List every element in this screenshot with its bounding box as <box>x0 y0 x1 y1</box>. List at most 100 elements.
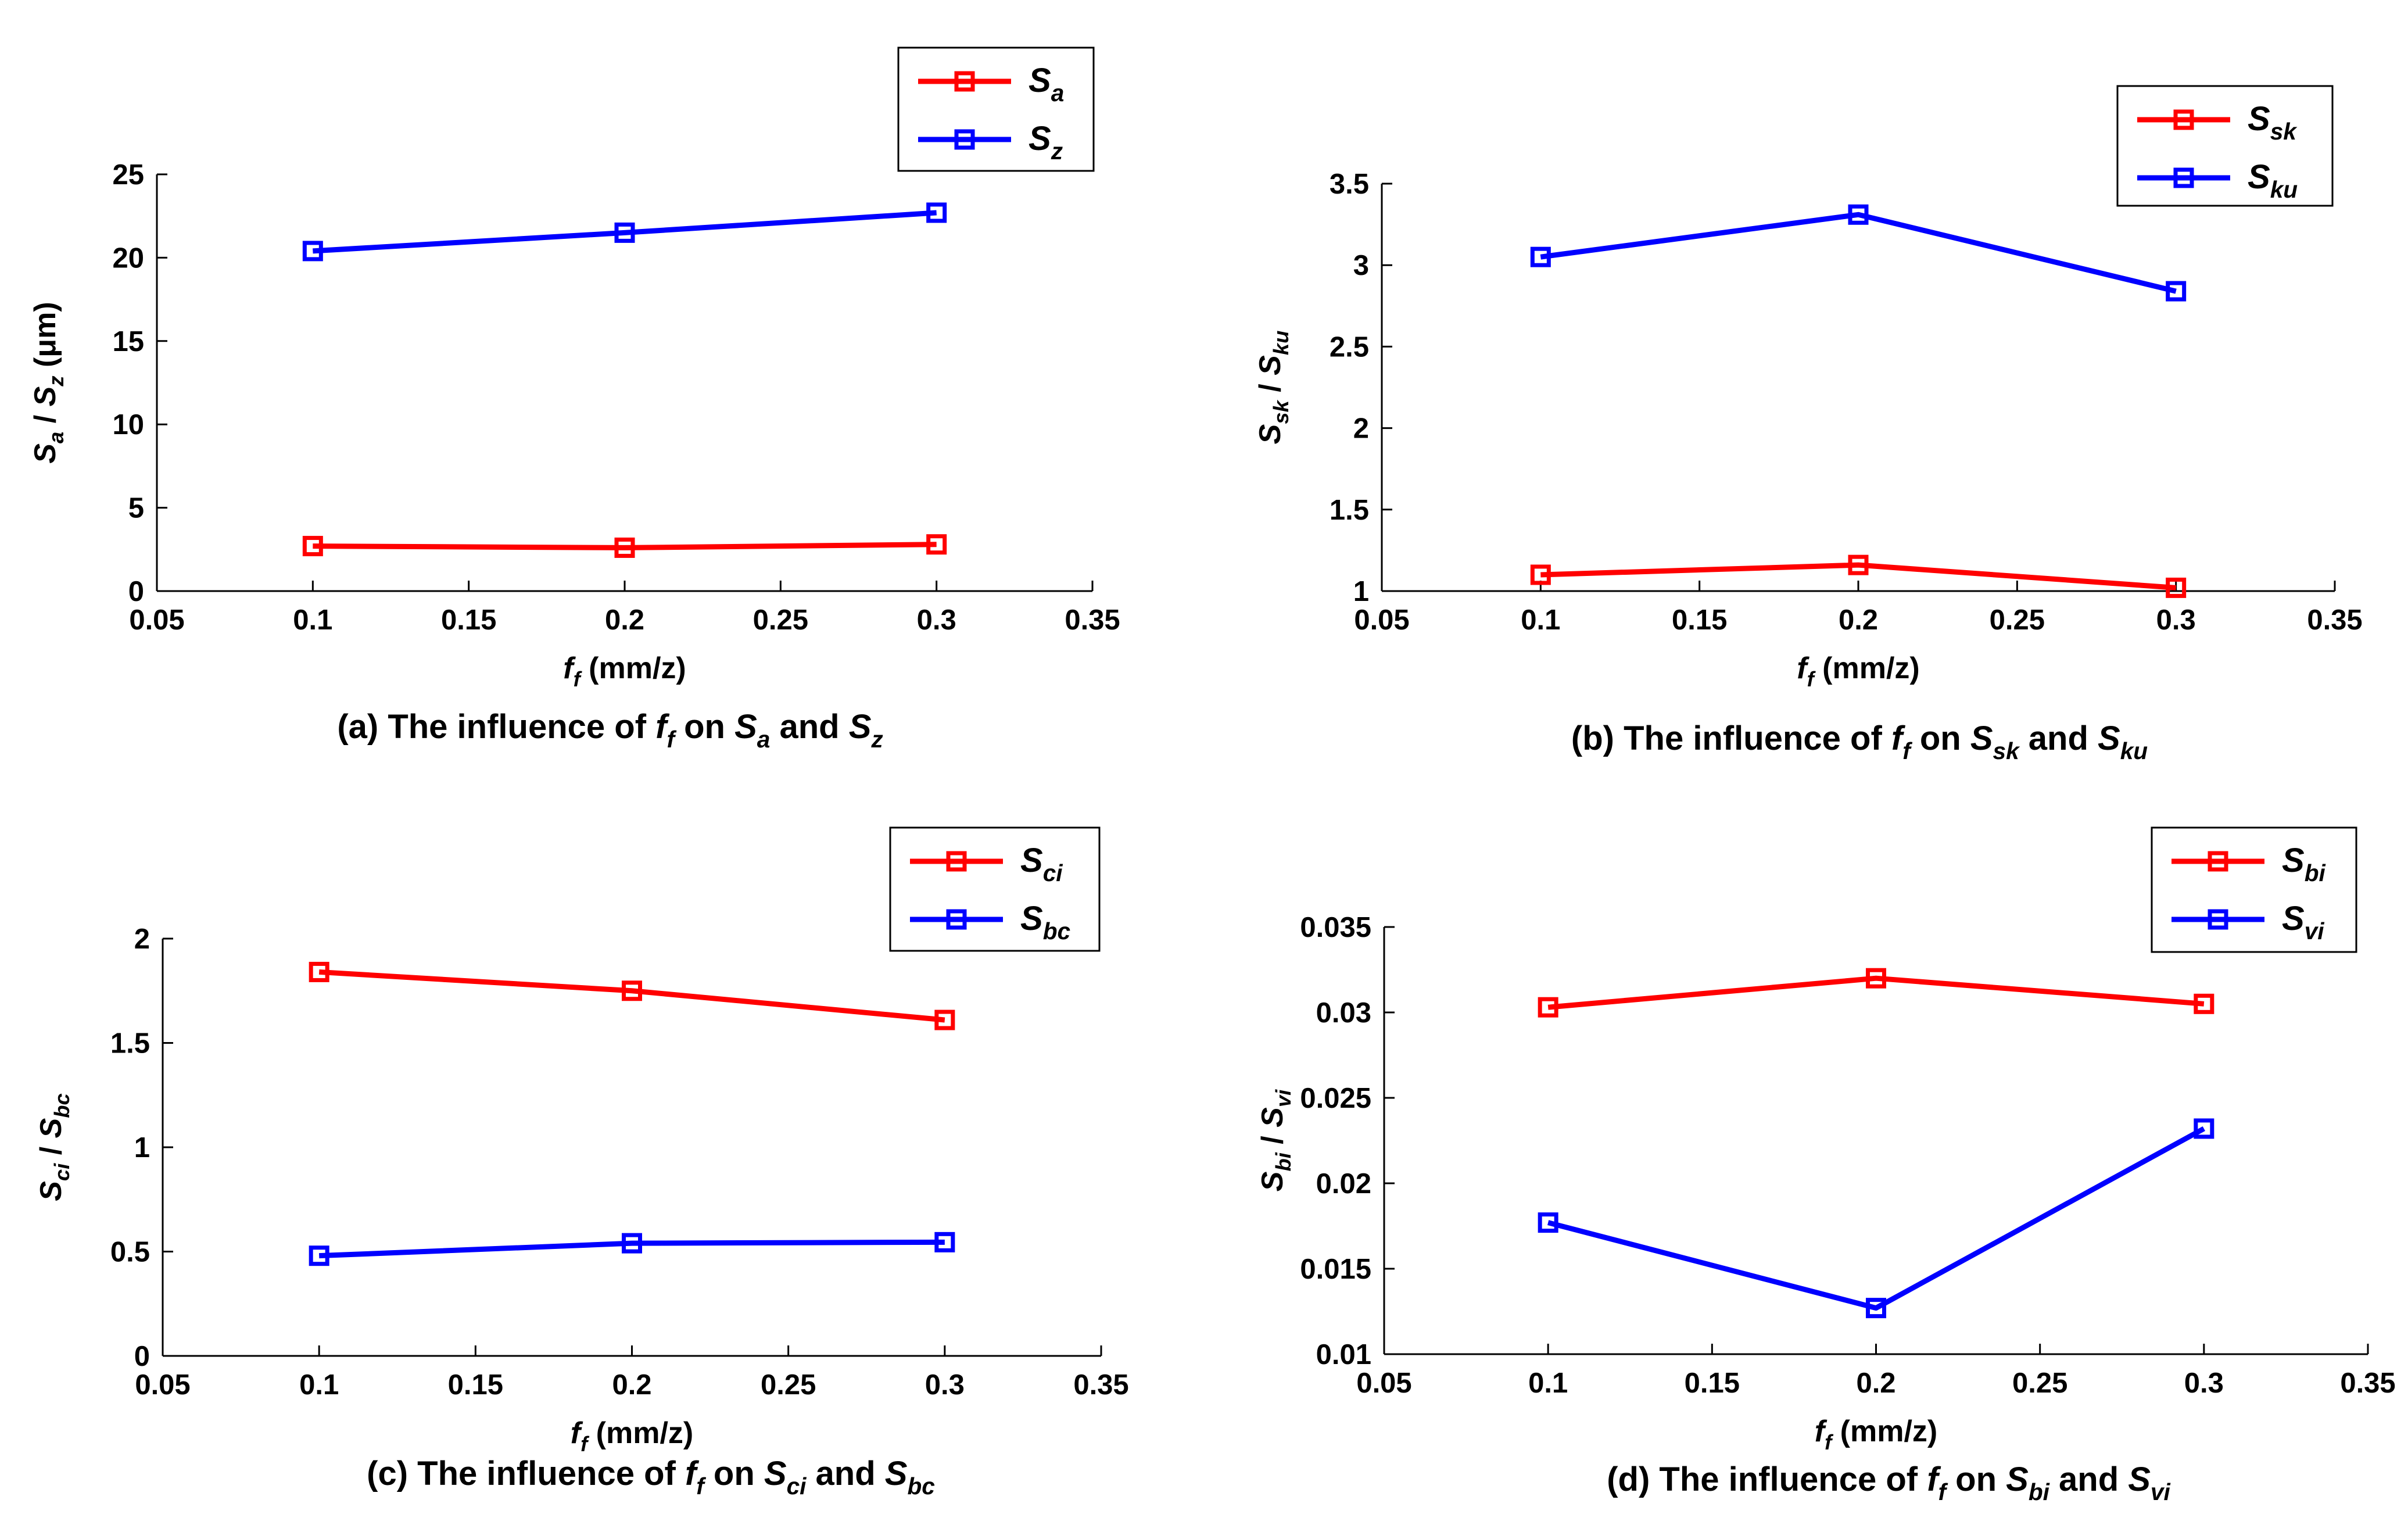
x-tick-label: 0.2 <box>605 604 644 636</box>
legend-entry: Sbi <box>2282 842 2325 886</box>
legend-entry: Svi <box>2282 900 2324 944</box>
y-tick-label: 1.5 <box>110 1028 150 1059</box>
y-tick-label: 10 <box>112 409 144 441</box>
data-point <box>309 1245 329 1266</box>
data-point <box>1848 204 1869 225</box>
legend-swatch-marker <box>954 71 975 92</box>
y-tick-label: 20 <box>112 242 144 274</box>
data-point <box>614 222 635 243</box>
x-tick-label: 0.25 <box>753 604 808 636</box>
legend-swatch-marker <box>2208 909 2228 930</box>
y-tick-label: 3 <box>1353 250 1369 281</box>
x-tick-label: 0.1 <box>293 604 332 636</box>
legend-swatch-marker <box>2173 167 2194 188</box>
legend-swatch-marker <box>2208 851 2228 872</box>
legend-box <box>2151 826 2357 953</box>
x-tick-label: 0.25 <box>2012 1368 2067 1399</box>
panel-caption: (c) The influence of ff on Sci and Sbc <box>367 1455 935 1499</box>
x-tick-label: 0.3 <box>917 604 956 636</box>
y-tick-label: 0.015 <box>1300 1254 1371 1285</box>
x-tick-label: 0.15 <box>441 604 496 636</box>
data-point <box>2166 281 2187 302</box>
data-point <box>2194 1118 2214 1139</box>
x-tick-label: 0.1 <box>1528 1368 1568 1399</box>
legend-entry: Sz <box>1029 120 1063 164</box>
data-point <box>1866 968 1886 989</box>
y-tick-label: 0.02 <box>1316 1168 1371 1200</box>
series-line-Sci <box>318 969 945 1023</box>
y-tick-label: 0.03 <box>1316 997 1371 1029</box>
legend-swatch-marker <box>946 909 967 930</box>
x-axis-unit: (mm/z) <box>1814 652 1920 685</box>
data-point <box>302 536 323 557</box>
data-point <box>2194 993 2214 1014</box>
x-tick-label: 0.15 <box>448 1369 503 1401</box>
y-tick-label: 2 <box>134 924 150 955</box>
panel-c: 0.05 0.1 0.15 0.2 0.25 0.3 0.35 0 0.5 1 1.5 2 ff (mm… <box>34 826 1129 1499</box>
legend-swatch-marker <box>946 851 967 872</box>
legend-box <box>889 826 1101 952</box>
y-tick-label: 0.025 <box>1300 1083 1371 1114</box>
x-tick-label: 0.2 <box>1839 604 1878 636</box>
data-point <box>926 202 947 223</box>
x-tick-label: 0.35 <box>2307 604 2362 636</box>
data-point <box>1538 997 1558 1018</box>
legend-entry: Sku <box>2248 158 2298 203</box>
series-line-Sa <box>313 542 937 550</box>
x-tick-label: 0.3 <box>925 1369 965 1401</box>
y-tick-label: 0 <box>134 1341 150 1372</box>
x-tick-label: 0.05 <box>135 1369 190 1401</box>
y-axis-unit: (μm) <box>28 302 62 375</box>
x-tick-label: 0.35 <box>2340 1368 2395 1399</box>
legend-swatch-marker <box>954 129 975 150</box>
legend-swatch-marker <box>2173 109 2194 130</box>
y-tick-label: 3.5 <box>1330 169 1369 200</box>
data-point <box>934 1232 955 1252</box>
data-point <box>1530 564 1551 585</box>
x-axis-label: ff (mm/z) <box>1815 1415 1937 1454</box>
x-tick-label: 0.1 <box>299 1369 339 1401</box>
y-tick-label: 2.5 <box>1330 331 1369 363</box>
series-line-Sbi <box>1547 975 2205 1010</box>
panel-caption: (b) The influence of ff on Ssk and Sku <box>1571 720 2148 764</box>
x-tick-label: 0.05 <box>1354 604 1409 636</box>
y-tick-label: 0 <box>128 576 144 607</box>
data-point <box>622 980 642 1001</box>
y-tick-label: 1.5 <box>1330 495 1369 526</box>
legend-box <box>2116 85 2334 207</box>
panel-b: 0.05 0.1 0.15 0.2 0.25 0.3 0.35 1 1.5 2 2.5 3 3.5 ff … <box>1253 85 2363 764</box>
panel-a: 0.05 0.1 0.15 0.2 0.25 0.3 0.35 0 5 10 15 20 25 ff (m… <box>28 46 1120 753</box>
panel-caption: (a) The influence of ff on Sa and Sz <box>337 708 883 753</box>
x-tick-label: 0.2 <box>1856 1368 1895 1399</box>
data-point <box>622 1233 642 1254</box>
x-axis-label: ff (mm/z) <box>571 1416 693 1456</box>
y-tick-label: 25 <box>112 159 144 191</box>
series-line-Sku <box>1540 212 2177 294</box>
y-tick-label: 0.01 <box>1316 1339 1371 1370</box>
series-line-Sbc <box>318 1239 945 1259</box>
x-tick-label: 0.25 <box>761 1369 816 1401</box>
data-point <box>614 537 635 558</box>
data-point <box>1538 1212 1558 1233</box>
x-tick-label: 0.35 <box>1073 1369 1128 1401</box>
y-tick-label: 0.5 <box>110 1237 150 1268</box>
y-axis-label: Sa / Sz (μm) <box>28 302 68 463</box>
legend-box <box>897 46 1095 172</box>
x-axis-label: ff (mm/z) <box>563 652 686 691</box>
data-point <box>309 961 329 982</box>
y-tick-label: 15 <box>112 326 144 357</box>
x-tick-label: 0.05 <box>1356 1368 1411 1399</box>
data-point <box>1866 1298 1886 1319</box>
x-tick-label: 0.35 <box>1065 604 1120 636</box>
x-tick-label: 0.3 <box>2156 604 2196 636</box>
legend-entry: Sa <box>1029 62 1064 106</box>
y-tick-label: 0.035 <box>1300 912 1371 943</box>
y-tick-label: 5 <box>128 493 144 524</box>
x-axis-label: ff (mm/z) <box>1797 652 1919 691</box>
legend-entry: Sci <box>1020 842 1063 886</box>
legend-entry: Ssk <box>2248 100 2298 145</box>
x-axis-unit: (mm/z) <box>1832 1415 1937 1448</box>
data-point <box>1530 246 1551 267</box>
x-axis-unit: (mm/z) <box>587 1416 693 1450</box>
